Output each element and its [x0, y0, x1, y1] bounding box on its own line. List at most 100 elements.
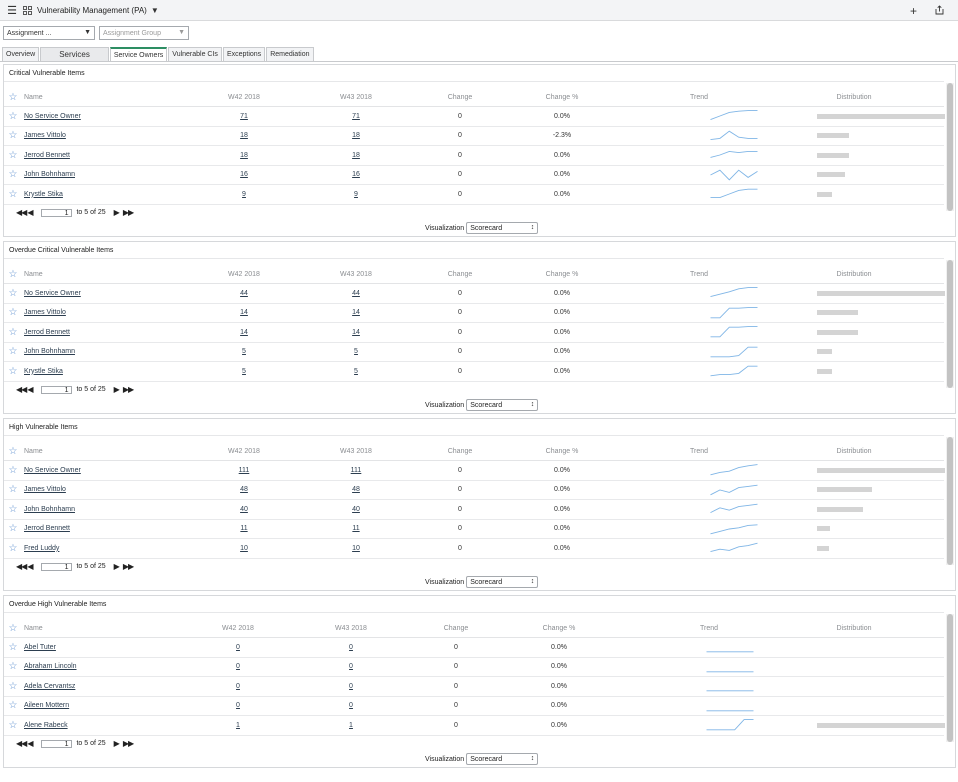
- column-header-w42[interactable]: W42 2018: [228, 271, 260, 278]
- scrollbar-thumb[interactable]: [947, 83, 953, 211]
- distribution-bar[interactable]: [817, 133, 849, 139]
- star-icon[interactable]: ☆: [8, 169, 18, 181]
- distribution-bar[interactable]: [817, 722, 945, 728]
- w43-link[interactable]: 0: [349, 702, 353, 710]
- plus-icon[interactable]: +: [910, 4, 918, 18]
- owner-link[interactable]: James Vittolo: [24, 486, 66, 494]
- next-page-icon[interactable]: ▶: [113, 562, 120, 571]
- column-header-w42[interactable]: W42 2018: [228, 448, 260, 455]
- first-page-icon[interactable]: ◀◀: [16, 208, 27, 217]
- star-icon[interactable]: ☆: [8, 287, 18, 299]
- page-number-input[interactable]: 1: [41, 208, 73, 217]
- star-icon[interactable]: ☆: [8, 464, 18, 476]
- page-number-input[interactable]: 1: [41, 739, 73, 748]
- column-header-chg[interactable]: Change: [447, 448, 473, 455]
- w43-link[interactable]: 5: [354, 367, 358, 375]
- owner-link[interactable]: Alene Rabeck: [24, 721, 68, 729]
- scrollbar-thumb[interactable]: [947, 260, 953, 388]
- owner-link[interactable]: No Service Owner: [24, 466, 81, 474]
- trend-sparkline[interactable]: [710, 520, 780, 539]
- star-icon[interactable]: ☆: [8, 446, 18, 457]
- trend-sparkline[interactable]: [710, 500, 780, 519]
- column-header-pct[interactable]: Change %: [542, 625, 576, 632]
- w42-link[interactable]: 111: [238, 466, 250, 474]
- column-header-dist[interactable]: Distribution: [836, 625, 872, 632]
- last-page-icon[interactable]: ▶▶: [122, 385, 134, 394]
- tab-remediation[interactable]: Remediation: [266, 47, 314, 61]
- trend-sparkline[interactable]: [710, 362, 780, 381]
- assignment-filter[interactable]: Assignment ... ▼: [3, 26, 95, 40]
- w43-link[interactable]: 0: [349, 663, 353, 671]
- visualization-select[interactable]: Scorecard ↕: [466, 576, 539, 588]
- star-icon[interactable]: ☆: [8, 542, 18, 554]
- distribution-bar[interactable]: [817, 152, 849, 158]
- w43-link[interactable]: 18: [352, 132, 360, 140]
- dashboard-title[interactable]: Vulnerability Management (PA): [37, 5, 147, 15]
- w42-link[interactable]: 5: [242, 348, 246, 356]
- column-header-chg[interactable]: Change: [447, 94, 473, 101]
- trend-sparkline[interactable]: [710, 343, 780, 362]
- column-header-w43[interactable]: W43 2018: [340, 94, 372, 101]
- scrollbar[interactable]: [946, 83, 954, 211]
- w42-link[interactable]: 18: [240, 151, 248, 159]
- w43-link[interactable]: 16: [352, 171, 360, 179]
- column-header-pct[interactable]: Change %: [545, 448, 579, 455]
- w43-link[interactable]: 111: [350, 466, 362, 474]
- column-header-name[interactable]: Name: [24, 271, 43, 278]
- tab-services[interactable]: Services: [40, 47, 109, 61]
- star-icon[interactable]: ☆: [8, 307, 18, 319]
- star-icon[interactable]: ☆: [8, 484, 18, 496]
- share-icon[interactable]: [935, 5, 944, 15]
- w43-link[interactable]: 0: [349, 682, 353, 690]
- star-icon[interactable]: ☆: [8, 92, 18, 103]
- trend-sparkline[interactable]: [710, 481, 780, 500]
- star-icon[interactable]: ☆: [8, 623, 18, 634]
- w42-link[interactable]: 40: [240, 505, 248, 513]
- trend-sparkline[interactable]: [706, 638, 776, 657]
- trend-sparkline[interactable]: [710, 185, 780, 204]
- trend-sparkline[interactable]: [710, 304, 780, 323]
- w42-link[interactable]: 10: [240, 544, 248, 552]
- w42-link[interactable]: 71: [240, 112, 248, 120]
- owner-link[interactable]: Adela Cervantsz: [24, 682, 76, 690]
- column-header-trend[interactable]: Trend: [689, 271, 709, 278]
- tab-overview[interactable]: Overview: [2, 47, 40, 61]
- distribution-bar[interactable]: [817, 290, 945, 296]
- trend-sparkline[interactable]: [710, 323, 780, 342]
- w43-link[interactable]: 71: [352, 112, 360, 120]
- w43-link[interactable]: 9: [354, 190, 358, 198]
- distribution-bar[interactable]: [817, 368, 832, 374]
- owner-link[interactable]: James Vittolo: [24, 309, 66, 317]
- trend-sparkline[interactable]: [706, 697, 776, 716]
- prev-page-icon[interactable]: ◀: [27, 739, 33, 748]
- owner-link[interactable]: John Bohnhamn: [24, 505, 75, 513]
- w42-link[interactable]: 0: [236, 663, 240, 671]
- owner-link[interactable]: Jerrod Bennett: [24, 151, 70, 159]
- dashboard-grid-icon[interactable]: [21, 5, 33, 15]
- tab-exceptions[interactable]: Exceptions: [222, 47, 266, 61]
- w42-link[interactable]: 14: [240, 309, 248, 317]
- distribution-bar[interactable]: [817, 526, 830, 532]
- star-icon[interactable]: ☆: [8, 149, 18, 161]
- first-page-icon[interactable]: ◀◀: [16, 739, 27, 748]
- page-number-input[interactable]: 1: [41, 562, 73, 571]
- star-icon[interactable]: ☆: [8, 188, 18, 200]
- column-header-dist[interactable]: Distribution: [836, 94, 872, 101]
- trend-sparkline[interactable]: [710, 461, 780, 480]
- column-header-w43[interactable]: W43 2018: [335, 625, 367, 632]
- distribution-bar[interactable]: [817, 545, 829, 551]
- next-page-icon[interactable]: ▶: [113, 385, 120, 394]
- prev-page-icon[interactable]: ◀: [27, 562, 33, 571]
- w43-link[interactable]: 14: [352, 309, 360, 317]
- first-page-icon[interactable]: ◀◀: [16, 385, 27, 394]
- trend-sparkline[interactable]: [706, 658, 776, 677]
- trend-sparkline[interactable]: [710, 127, 780, 146]
- star-icon[interactable]: ☆: [8, 661, 18, 673]
- star-icon[interactable]: ☆: [8, 641, 18, 653]
- w43-link[interactable]: 0: [349, 643, 353, 651]
- w42-link[interactable]: 0: [236, 702, 240, 710]
- owner-link[interactable]: No Service Owner: [24, 112, 81, 120]
- w42-link[interactable]: 16: [240, 171, 248, 179]
- trend-sparkline[interactable]: [706, 716, 776, 735]
- owner-link[interactable]: James Vittolo: [24, 132, 66, 140]
